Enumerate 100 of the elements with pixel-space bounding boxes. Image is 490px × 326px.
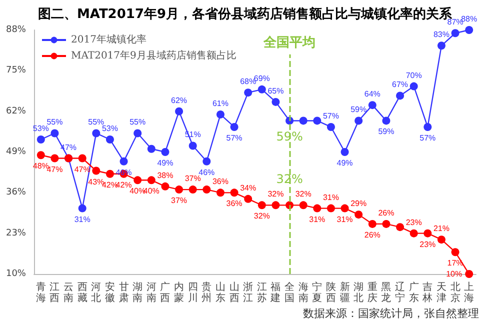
point [299,116,308,125]
data-label: 53% [32,124,49,133]
point [313,204,322,212]
point [382,116,390,125]
data-label: 26% [378,208,394,218]
data-label: 55% [130,118,146,127]
point [313,116,322,125]
x-tick-label: 北京 [450,281,460,304]
y-tick-label: 75% [6,66,26,76]
x-tick-label: 辽宁 [395,281,406,304]
data-label: 46% [198,168,215,177]
point [451,29,460,38]
legend-label: 2017年城镇化率 [71,34,146,46]
point [396,92,404,100]
point [244,88,252,97]
data-label: 88% [461,14,478,24]
point [396,223,404,232]
point [424,122,432,131]
x-tick-label: 西藏 [77,282,88,304]
point [326,122,335,131]
point [188,142,197,150]
point [216,188,224,197]
data-label: 38% [157,170,174,180]
point [147,144,156,153]
point [272,98,280,106]
data-label: 87% [447,18,464,27]
x-tick-label: 青海 [36,281,46,304]
point [175,107,184,116]
x-tick-label: 贵州 [202,281,212,304]
point [92,129,100,138]
point [354,116,363,125]
data-label: 57% [322,111,339,120]
x-tick-label: 河北 [91,281,102,304]
data-label: 70% [406,70,422,80]
x-tick-label: 山西 [229,281,240,304]
point [78,154,86,162]
point [134,176,142,184]
data-label: 29% [350,199,367,208]
x-tick-label: 云南 [64,282,74,304]
x-tick-label: 海南 [298,281,308,304]
point [354,210,363,219]
data-label: 31% [74,214,90,224]
y-tick-label: 23% [6,228,26,238]
y-tick-label: 10% [6,269,26,279]
data-label: 37% [171,196,188,206]
data-label: 59% [350,105,367,114]
data-label: 23% [420,240,436,249]
data-label: 37% [184,174,201,184]
x-tick-label: 黑龙 [381,282,392,304]
x-tick-label: 福建 [270,281,281,304]
point [147,176,156,184]
point [424,229,432,238]
point [36,151,45,160]
point [244,194,252,203]
x-tick-label: 四川 [188,282,198,304]
y-tick-label: 88% [6,25,26,35]
data-label: 65% [268,86,284,96]
data-label: 36% [226,199,242,208]
point [36,135,45,144]
point [410,82,418,90]
data-label: 68% [240,77,256,86]
point [272,201,280,210]
data-label: 36% [212,177,228,186]
point [175,186,184,194]
data-label: 49% [157,158,174,168]
point [368,101,376,110]
data-label: 53% [102,124,118,133]
point [202,157,211,166]
data-label: 83% [433,30,450,40]
data-label: 62% [171,96,188,105]
x-tick-label: 浙江 [243,281,254,304]
point [106,170,114,178]
point [437,42,446,50]
data-label: 34% [240,183,256,192]
point [340,148,349,156]
x-tick-label: 上海 [464,281,474,304]
data-label: 55% [88,118,104,127]
x-tick-label: 安徽 [104,281,115,304]
x-tick-label: 重庆 [367,281,378,304]
point [258,85,266,94]
y-tick-label: 36% [6,188,26,198]
point [188,186,197,194]
point [465,26,474,34]
x-tick-label: 新疆 [340,281,350,304]
data-label: 32% [268,190,284,199]
point [106,135,114,144]
point [465,270,474,278]
point [161,182,170,190]
data-label: 64% [364,90,380,99]
annotation: 32% [276,172,303,186]
x-tick-label: 全国 [284,281,295,304]
point [451,248,460,256]
data-label: 57% [226,133,242,142]
x-tick-label: 湖南 [132,281,143,304]
point [78,204,86,212]
point [216,110,224,118]
point [134,129,142,138]
point [230,188,238,197]
point [382,220,390,228]
data-label: 49% [336,158,353,168]
